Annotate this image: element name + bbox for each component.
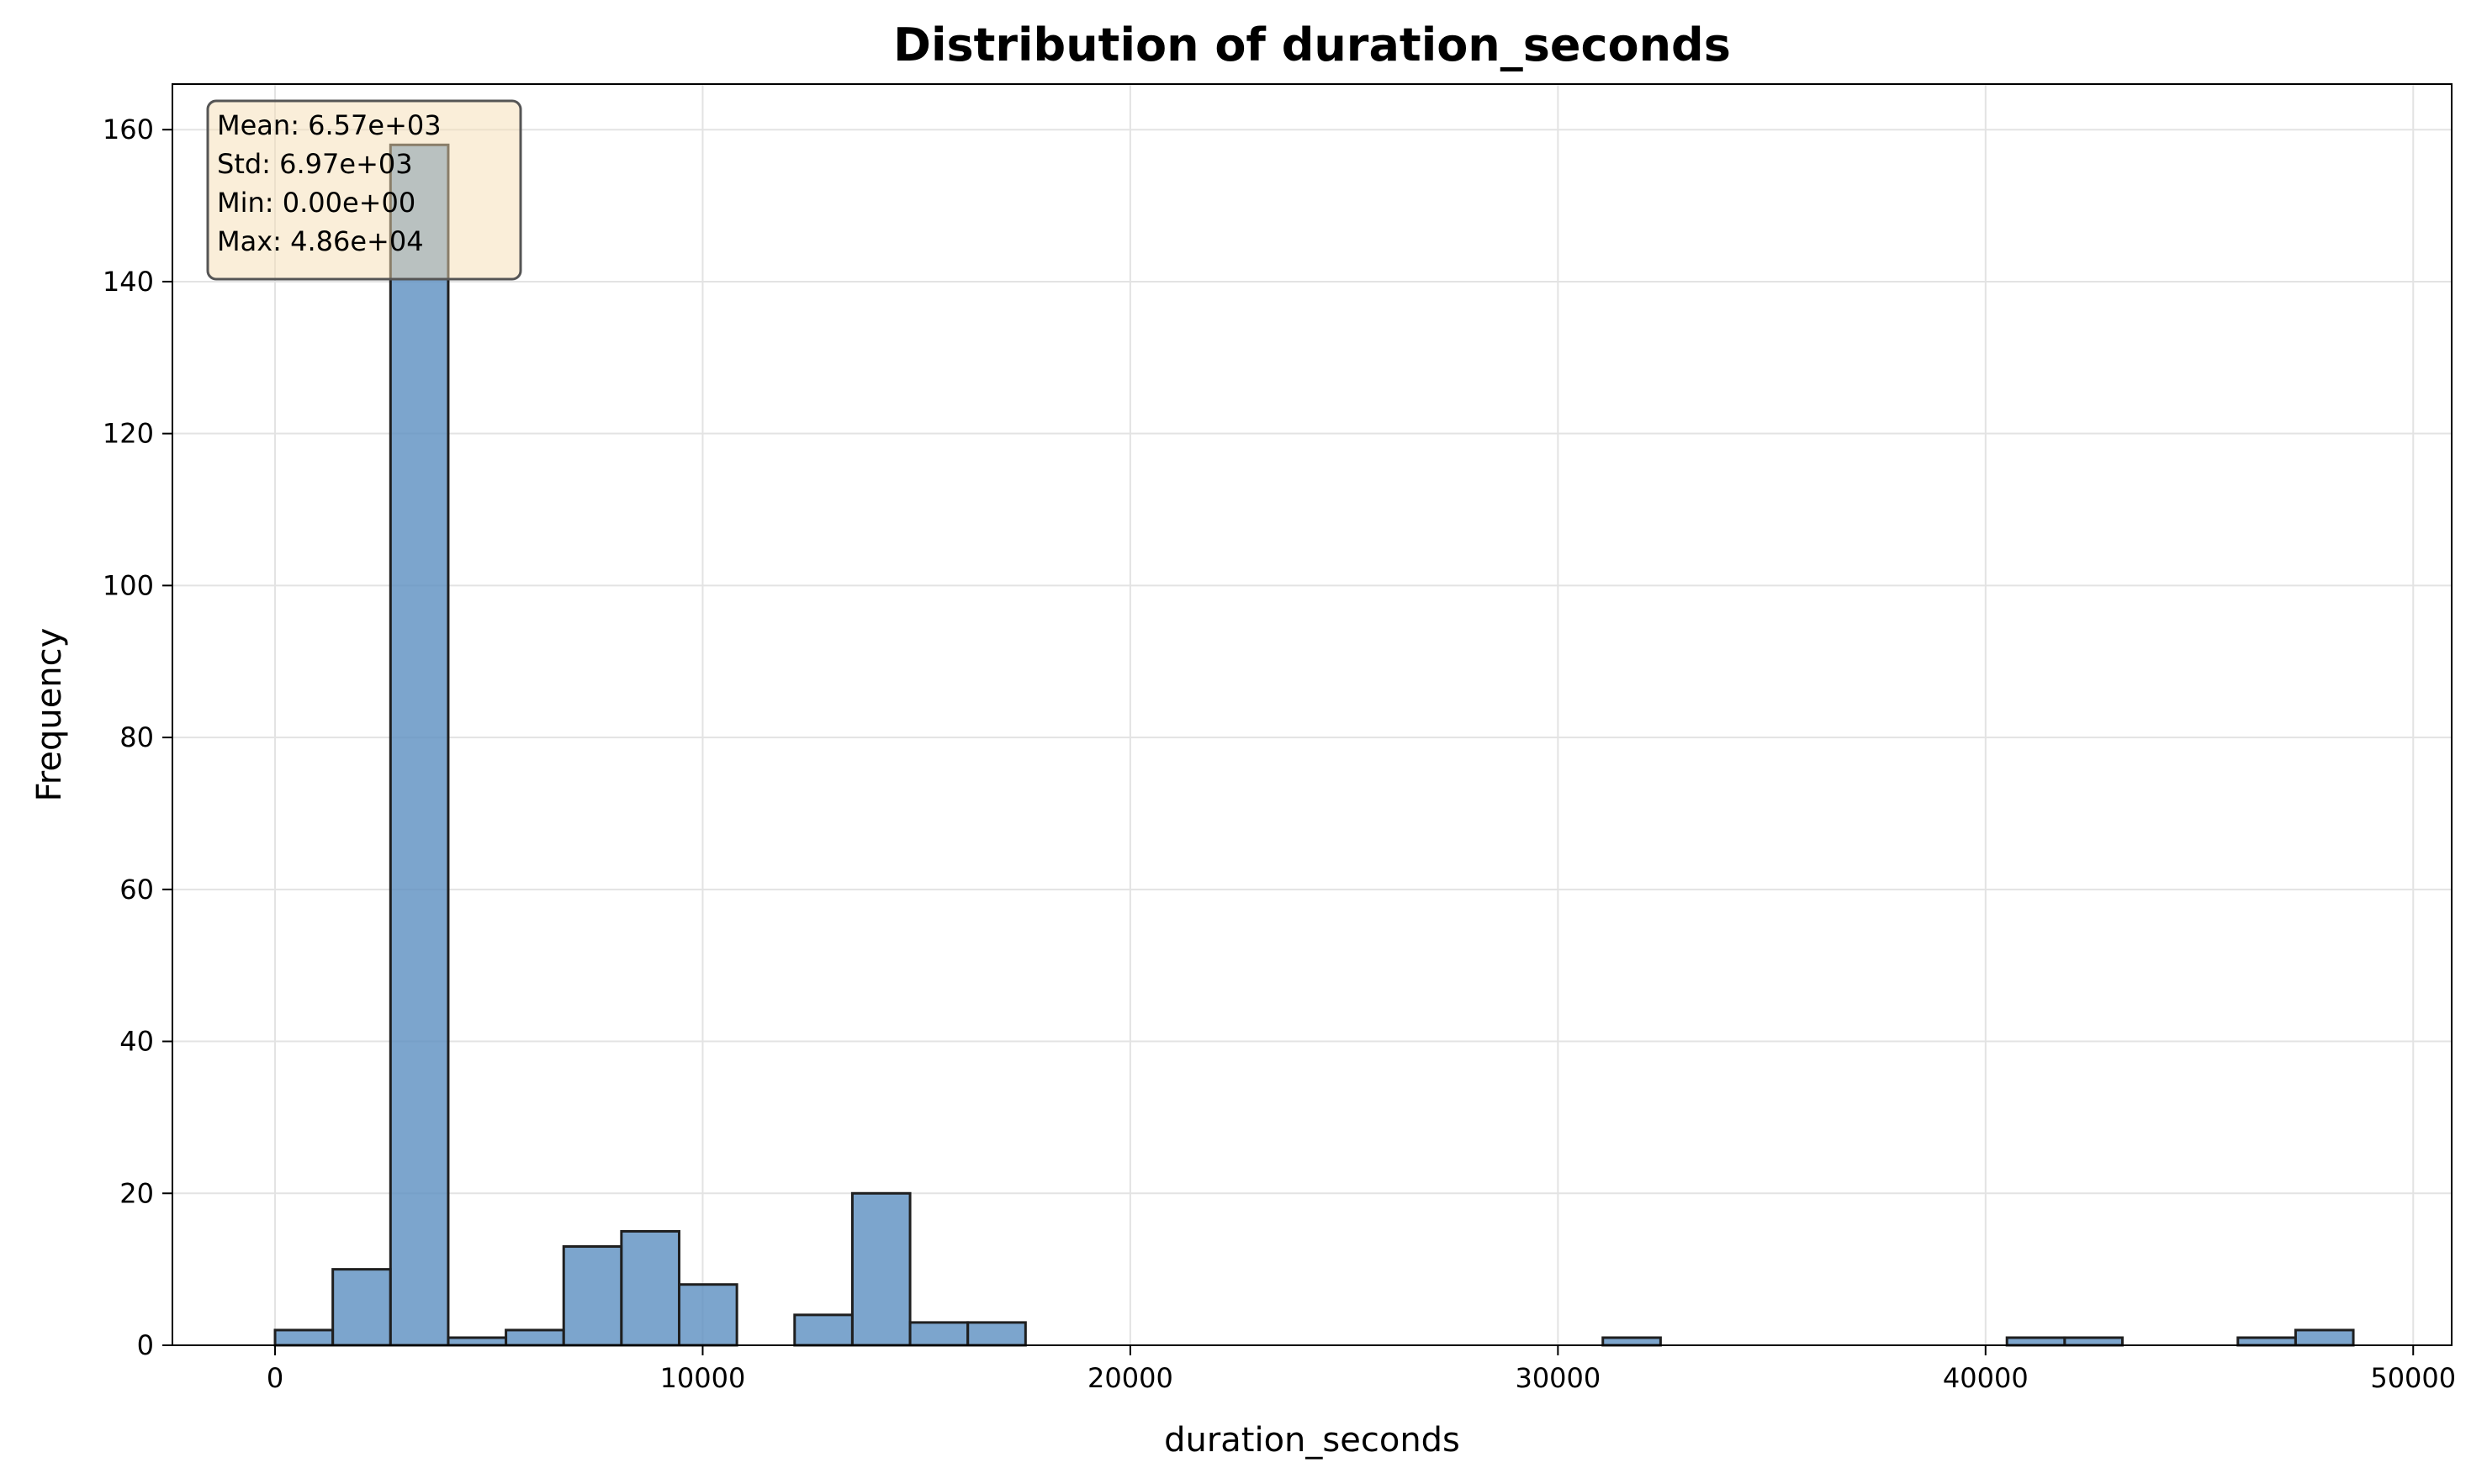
stats-line: Std: 6.97e+03 bbox=[217, 148, 413, 180]
histogram-bar bbox=[2063, 1336, 2124, 1347]
histogram-bar bbox=[505, 1328, 565, 1347]
stats-box-background bbox=[206, 99, 522, 281]
x-tick-label: 30000 bbox=[1515, 1362, 1601, 1394]
x-tick-label: 40000 bbox=[1943, 1362, 2029, 1394]
histogram-bar bbox=[850, 1191, 912, 1347]
stats-box: Mean: 6.57e+03 Std: 6.97e+03 Min: 0.00e+00… bbox=[206, 99, 522, 281]
stats-line: Min: 0.00e+00 bbox=[217, 187, 415, 219]
y-tick-label: 60 bbox=[119, 874, 154, 906]
x-axis-label: duration_seconds bbox=[1164, 1421, 1460, 1460]
histogram-bar bbox=[2005, 1336, 2066, 1347]
histogram-bar bbox=[2294, 1328, 2355, 1347]
y-tick-label: 120 bbox=[103, 418, 154, 450]
x-tick-label: 20000 bbox=[1087, 1362, 1173, 1394]
histogram-bar bbox=[273, 1328, 335, 1347]
stats-line: Mean: 6.57e+03 bbox=[217, 109, 442, 141]
y-axis-label: Frequency bbox=[30, 628, 69, 802]
y-tick-label: 140 bbox=[103, 266, 154, 298]
grid-lines bbox=[172, 84, 2452, 1346]
plot-frame bbox=[172, 83, 2453, 1346]
x-tick-label: 10000 bbox=[660, 1362, 746, 1394]
y-tick-label: 0 bbox=[137, 1329, 154, 1361]
histogram-bar bbox=[908, 1321, 970, 1347]
histogram-bar bbox=[793, 1313, 854, 1347]
histogram-bar bbox=[678, 1283, 738, 1347]
y-tick-label: 160 bbox=[103, 114, 154, 145]
x-tick-label: 50000 bbox=[2370, 1362, 2456, 1394]
chart-title: Distribution of duration_seconds bbox=[893, 18, 1731, 71]
histogram-bar bbox=[966, 1321, 1027, 1347]
histogram-bar bbox=[620, 1229, 681, 1347]
histogram-bars bbox=[273, 143, 2355, 1347]
histogram-bar bbox=[562, 1245, 623, 1347]
y-tick-label: 100 bbox=[103, 569, 154, 601]
histogram-bar bbox=[1601, 1336, 1662, 1347]
axis-ticks: 0 10000 20000 30000 40000 50000 0 20 40 60 80 100 12… bbox=[103, 114, 2456, 1394]
y-tick-label: 20 bbox=[119, 1177, 154, 1209]
y-tick-label: 40 bbox=[119, 1026, 154, 1058]
x-tick-label: 0 bbox=[267, 1362, 283, 1394]
histogram-bar bbox=[331, 1268, 392, 1347]
histogram-bar bbox=[389, 143, 450, 1347]
stats-line: Max: 4.86e+04 bbox=[217, 225, 424, 257]
y-tick-label: 80 bbox=[119, 721, 154, 753]
histogram-bar bbox=[447, 1336, 508, 1347]
histogram-bar bbox=[2236, 1336, 2297, 1347]
